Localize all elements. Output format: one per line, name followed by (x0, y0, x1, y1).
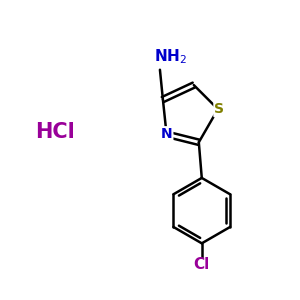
Text: Cl: Cl (194, 256, 210, 272)
Text: S: S (214, 102, 224, 116)
Text: N: N (161, 127, 172, 141)
Text: NH$_2$: NH$_2$ (154, 47, 187, 66)
Text: HCl: HCl (35, 122, 75, 142)
